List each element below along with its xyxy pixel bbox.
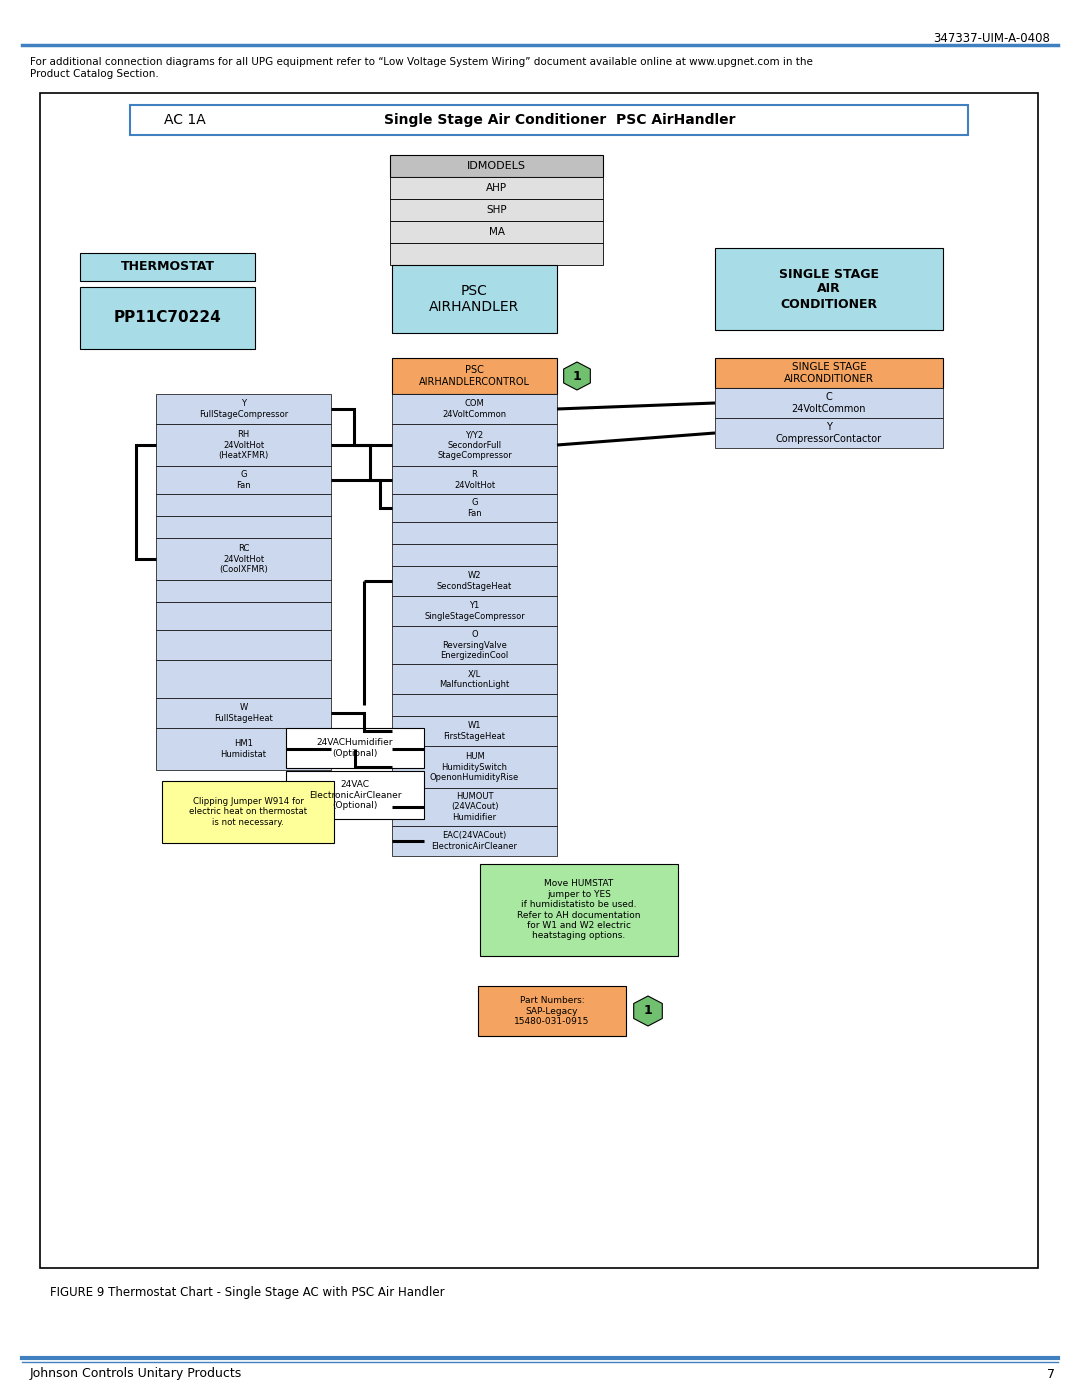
FancyBboxPatch shape: [392, 566, 557, 597]
FancyBboxPatch shape: [715, 249, 943, 330]
Text: IDMODELS: IDMODELS: [467, 161, 526, 170]
Text: W
FullStageHeat: W FullStageHeat: [214, 703, 273, 722]
Text: Y
CompressorContactor: Y CompressorContactor: [775, 422, 882, 444]
FancyBboxPatch shape: [156, 467, 330, 495]
Text: R
24VoltHot: R 24VoltHot: [454, 471, 495, 490]
FancyBboxPatch shape: [392, 826, 557, 856]
Text: O
ReversingValve
EnergizedinCool: O ReversingValve EnergizedinCool: [441, 630, 509, 659]
Text: W1
FirstStageHeat: W1 FirstStageHeat: [444, 721, 505, 740]
FancyBboxPatch shape: [392, 265, 557, 332]
Text: 1: 1: [644, 1004, 652, 1017]
FancyBboxPatch shape: [715, 358, 943, 388]
FancyBboxPatch shape: [392, 746, 557, 788]
FancyBboxPatch shape: [390, 198, 603, 221]
Text: SHP: SHP: [486, 205, 507, 215]
FancyBboxPatch shape: [392, 358, 557, 394]
Text: PSC
AIRHANDLERCONTROL: PSC AIRHANDLERCONTROL: [419, 365, 530, 387]
Text: FIGURE 9 Thermostat Chart - Single Stage AC with PSC Air Handler: FIGURE 9 Thermostat Chart - Single Stage…: [50, 1287, 445, 1299]
Text: PSC
AIRHANDLER: PSC AIRHANDLER: [430, 284, 519, 314]
FancyBboxPatch shape: [392, 694, 557, 717]
FancyBboxPatch shape: [392, 788, 557, 826]
FancyBboxPatch shape: [156, 580, 330, 602]
FancyBboxPatch shape: [130, 105, 968, 136]
Text: PP11C70224: PP11C70224: [113, 310, 221, 326]
Text: HUMOUT
(24VACout)
Humidifier: HUMOUT (24VACout) Humidifier: [450, 792, 498, 821]
FancyBboxPatch shape: [392, 467, 557, 495]
FancyBboxPatch shape: [715, 388, 943, 418]
FancyBboxPatch shape: [392, 626, 557, 664]
FancyBboxPatch shape: [392, 425, 557, 467]
FancyBboxPatch shape: [162, 781, 334, 842]
Text: 7: 7: [1047, 1368, 1055, 1380]
FancyBboxPatch shape: [80, 253, 255, 281]
FancyBboxPatch shape: [156, 728, 330, 770]
Text: G
Fan: G Fan: [237, 471, 251, 490]
FancyBboxPatch shape: [392, 664, 557, 694]
Text: 24VACHumidifier
(Optional): 24VACHumidifier (Optional): [316, 738, 393, 757]
Text: HM1
Humidistat: HM1 Humidistat: [220, 739, 267, 759]
Text: SINGLE STAGE
AIRCONDITIONER: SINGLE STAGE AIRCONDITIONER: [784, 362, 874, 384]
Text: For additional connection diagrams for all UPG equipment refer to “Low Voltage S: For additional connection diagrams for a…: [30, 57, 813, 78]
Text: Johnson Controls Unitary Products: Johnson Controls Unitary Products: [30, 1368, 242, 1380]
FancyBboxPatch shape: [390, 155, 603, 177]
Text: THERMOSTAT: THERMOSTAT: [121, 260, 215, 274]
Polygon shape: [634, 996, 662, 1025]
FancyBboxPatch shape: [156, 698, 330, 728]
FancyBboxPatch shape: [156, 394, 330, 425]
FancyBboxPatch shape: [392, 522, 557, 543]
FancyBboxPatch shape: [392, 717, 557, 746]
FancyBboxPatch shape: [390, 221, 603, 243]
Text: MA: MA: [488, 226, 504, 237]
Text: AC 1A: AC 1A: [164, 113, 206, 127]
Text: C
24VoltCommon: C 24VoltCommon: [792, 393, 866, 414]
Text: Part Numbers:
SAP-Legacy
15480-031-0915: Part Numbers: SAP-Legacy 15480-031-0915: [514, 996, 590, 1025]
FancyBboxPatch shape: [80, 286, 255, 349]
FancyBboxPatch shape: [286, 728, 424, 768]
FancyBboxPatch shape: [156, 538, 330, 580]
FancyBboxPatch shape: [286, 771, 424, 819]
Text: EAC(24VACout)
ElectronicAirCleaner: EAC(24VACout) ElectronicAirCleaner: [432, 831, 517, 851]
Text: G
Fan: G Fan: [468, 499, 482, 518]
FancyBboxPatch shape: [40, 94, 1038, 1268]
FancyBboxPatch shape: [156, 630, 330, 659]
Text: 1: 1: [572, 369, 581, 383]
Text: Clipping Jumper W914 for
electric heat on thermostat
is not necessary.: Clipping Jumper W914 for electric heat o…: [189, 798, 307, 827]
Text: Y1
SingleStageCompressor: Y1 SingleStageCompressor: [424, 601, 525, 620]
FancyBboxPatch shape: [156, 515, 330, 538]
FancyBboxPatch shape: [390, 177, 603, 198]
Text: Y/Y2
SecondorFull
StageCompressor: Y/Y2 SecondorFull StageCompressor: [437, 430, 512, 460]
Text: X/L
MalfunctionLight: X/L MalfunctionLight: [440, 669, 510, 689]
Text: SINGLE STAGE
AIR
CONDITIONER: SINGLE STAGE AIR CONDITIONER: [779, 267, 879, 310]
Text: Move HUMSTAT
jumper to YES
if humidistatisto be used.
Refer to AH documentation
: Move HUMSTAT jumper to YES if humidistat…: [517, 880, 640, 940]
Text: HUM
HumiditySwitch
OpenonHumidityRise: HUM HumiditySwitch OpenonHumidityRise: [430, 752, 519, 782]
Text: AHP: AHP: [486, 183, 508, 193]
FancyBboxPatch shape: [392, 597, 557, 626]
FancyBboxPatch shape: [156, 659, 330, 698]
FancyBboxPatch shape: [392, 394, 557, 425]
Text: 347337-UIM-A-0408: 347337-UIM-A-0408: [933, 32, 1050, 45]
FancyBboxPatch shape: [715, 418, 943, 448]
Text: W2
SecondStageHeat: W2 SecondStageHeat: [437, 571, 512, 591]
Polygon shape: [564, 362, 591, 390]
Text: Y
FullStageCompressor: Y FullStageCompressor: [199, 400, 288, 419]
Text: COM
24VoltCommon: COM 24VoltCommon: [443, 400, 507, 419]
FancyBboxPatch shape: [156, 495, 330, 515]
FancyBboxPatch shape: [156, 602, 330, 630]
FancyBboxPatch shape: [156, 425, 330, 467]
FancyBboxPatch shape: [480, 863, 678, 956]
FancyBboxPatch shape: [478, 986, 626, 1037]
FancyBboxPatch shape: [392, 543, 557, 566]
Text: RH
24VoltHot
(HeatXFMR): RH 24VoltHot (HeatXFMR): [218, 430, 269, 460]
Text: Single Stage Air Conditioner  PSC AirHandler: Single Stage Air Conditioner PSC AirHand…: [384, 113, 735, 127]
FancyBboxPatch shape: [390, 243, 603, 265]
Text: 24VAC
ElectronicAirCleaner
(Optional): 24VAC ElectronicAirCleaner (Optional): [309, 780, 402, 810]
Text: RC
24VoltHot
(CoolXFMR): RC 24VoltHot (CoolXFMR): [219, 543, 268, 574]
FancyBboxPatch shape: [392, 495, 557, 522]
